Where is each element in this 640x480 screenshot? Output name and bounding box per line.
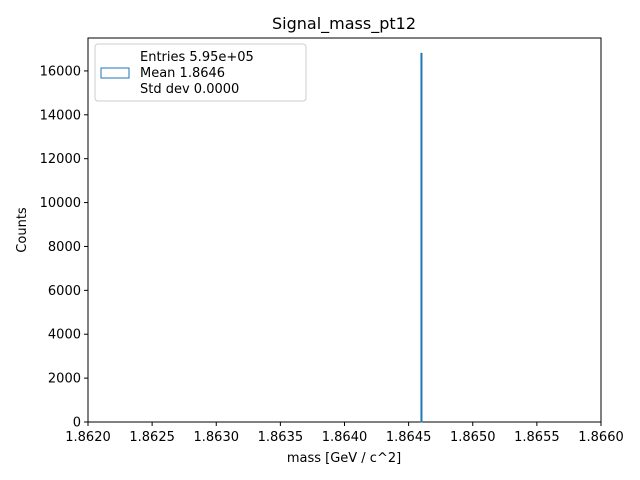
y-tick-label: 16000: [40, 64, 81, 79]
x-axis-label: mass [GeV / c^2]: [287, 451, 401, 466]
y-tick-label: 10000: [40, 196, 81, 211]
x-tick-label: 1.8655: [514, 430, 560, 445]
y-tick-label: 8000: [48, 240, 81, 255]
y-tick-label: 6000: [48, 284, 81, 299]
legend-mean: Mean 1.8646: [140, 66, 225, 81]
x-tick-label: 1.8650: [450, 430, 496, 445]
x-tick-label: 1.8635: [258, 430, 304, 445]
x-axis-ticks: 1.8620 1.8625 1.8630 1.8635 1.8640 1.8645 1.86…: [65, 422, 624, 445]
y-tick-label: 0: [73, 416, 81, 431]
x-tick-label: 1.8640: [322, 430, 368, 445]
x-tick-label: 1.8620: [65, 430, 111, 445]
chart-title: Signal_mass_pt12: [272, 14, 416, 34]
histogram-bars: [420, 52, 423, 423]
y-axis-ticks: 0 2000 4000 6000 8000 10000 12000 14000 16000: [40, 64, 88, 431]
legend: Entries 5.95e+05 Mean 1.8646 Std dev 0.0…: [94, 43, 307, 102]
histogram-bin: [420, 52, 423, 423]
y-tick-label: 14000: [40, 108, 81, 123]
x-tick-label: 1.8625: [129, 430, 175, 445]
x-tick-label: 1.8660: [578, 430, 624, 445]
legend-std: Std dev 0.0000: [140, 82, 239, 97]
legend-swatch: [100, 67, 130, 79]
y-tick-label: 2000: [48, 372, 81, 387]
y-axis-label: Counts: [15, 207, 30, 253]
legend-entries: Entries 5.95e+05: [140, 50, 254, 65]
legend-box: [94, 43, 307, 102]
x-tick-label: 1.8645: [386, 430, 432, 445]
y-tick-label: 12000: [40, 152, 81, 167]
y-tick-label: 4000: [48, 328, 81, 343]
x-tick-label: 1.8630: [194, 430, 240, 445]
